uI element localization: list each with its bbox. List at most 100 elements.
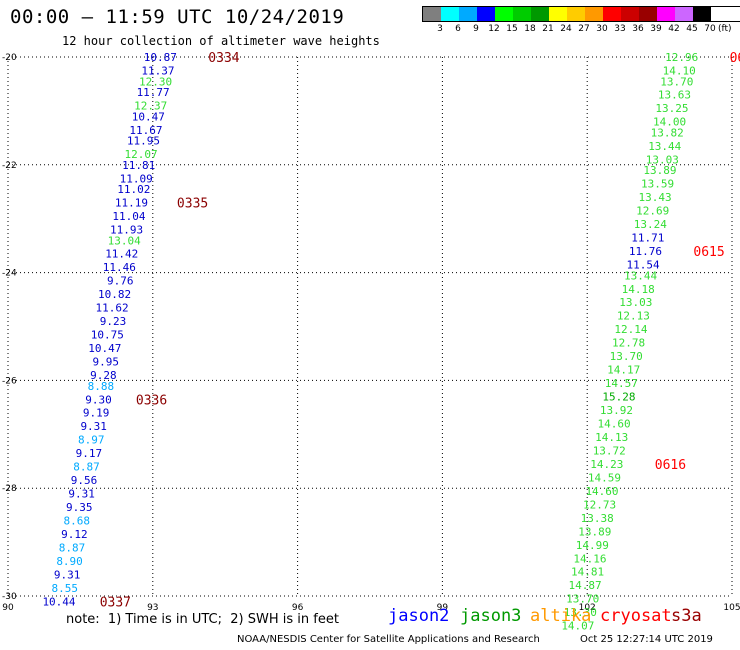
swh-value-label: 13.44 [624,269,657,282]
y-tick-label: -22 [2,161,17,171]
swh-value-label: 9.95 [93,356,120,369]
swh-value-label: 9.56 [71,474,98,487]
swh-value-label: 11.04 [112,210,145,223]
swh-value-label: 9.12 [61,528,88,541]
swh-value-label: 15.28 [602,391,635,404]
time-mark-label: 0616 [655,458,686,473]
swh-value-label: 14.10 [663,64,696,77]
swh-value-label: 14.99 [576,539,609,552]
x-tick-label: 96 [292,603,304,613]
swh-value-label: 9.35 [66,501,93,514]
swh-value-label: 11.42 [105,248,138,261]
swh-value-label: 11.95 [127,135,160,148]
swh-value-label: 14.57 [605,377,638,390]
credit-line: NOAA/NESDIS Center for Satellite Applica… [237,634,540,645]
color-scale-label: 24 [560,24,572,34]
swh-value-label: 12.14 [614,323,647,336]
color-scale-label: 21 [542,24,554,34]
swh-value-label: 10.75 [91,329,124,342]
x-tick-label: 105 [723,603,740,613]
color-scale-label: 39 [650,24,662,34]
x-tick-label: 99 [437,603,449,613]
swh-value-label: 10.47 [88,342,121,355]
swh-value-label: 12.37 [134,100,167,113]
swh-value-label: 9.28 [90,369,117,382]
color-swatch [477,7,495,21]
legend-item-jason3: jason3 [460,606,522,626]
swh-value-label: 13.38 [581,512,614,525]
swh-value-label: 9.19 [83,407,110,420]
swh-value-label: 14.00 [653,116,686,129]
swh-value-label: 14.13 [595,431,628,444]
swh-value-label: 9.30 [85,393,112,406]
swh-value-label: 9.76 [107,275,134,288]
swh-value-label: 8.97 [78,434,105,447]
color-scale-label: 33 [614,24,626,34]
color-scale-label: 18 [524,24,536,34]
color-scale-label: 30 [596,24,608,34]
y-tick-label: -20 [2,53,17,63]
swh-value-label: 13.25 [655,102,688,115]
legend-item-cryosat: cryosat [600,606,672,626]
swh-value-label: 11.54 [626,259,659,272]
color-scale-label: 36 [632,24,644,34]
color-swatch [621,7,639,21]
color-swatch [639,7,657,21]
swh-value-label: 14.17 [607,364,640,377]
time-mark-label: 0336 [136,393,167,408]
color-swatch [549,7,567,21]
swh-value-label: 8.90 [56,555,83,568]
swh-value-label: 11.81 [122,159,155,172]
color-swatch [567,7,585,21]
color-swatch [693,7,711,21]
x-tick-label: 93 [147,603,158,613]
swh-value-label: 13.82 [651,126,684,139]
generated-timestamp: Oct 25 12:27:14 UTC 2019 [580,634,713,645]
swh-value-label: 14.60 [585,485,618,498]
color-scale-labels: (ft) 3 6 9 12 15 18 21 24 27 30 33 36 39 42 45 70 [422,22,740,36]
swh-value-label: 13.04 [108,234,141,247]
swh-value-label: 8.88 [88,380,115,393]
color-scale-label: 6 [455,24,461,34]
x-tick-label: 90 [2,603,14,613]
swh-value-label: 13.03 [646,153,679,166]
color-swatch [423,7,441,21]
swh-value-label: 9.23 [100,315,127,328]
color-swatch [585,7,603,21]
swh-value-label: 11.46 [103,261,136,274]
time-mark-label: 0614 [730,51,740,66]
swh-value-label: 13.63 [658,89,691,102]
color-scale-bar: (ft) 3 6 9 12 15 18 21 24 27 30 33 36 39 42 45 70 [422,6,740,36]
color-scale-label: 12 [488,24,500,34]
swh-value-label: 14.07 [561,620,594,633]
swh-value-label: 12.13 [617,310,650,323]
color-swatch [513,7,531,21]
swh-value-label: 14.18 [622,283,655,296]
swh-value-label: 14.60 [598,418,631,431]
time-mark-label: 0335 [177,197,208,212]
swh-value-label: 13.70 [610,350,643,363]
color-scale-label: 27 [578,24,590,34]
color-scale-unit: (ft) [718,24,732,34]
swh-value-label: 12.69 [636,205,669,218]
swh-value-label: 11.37 [141,64,174,77]
y-tick-label: -28 [2,484,17,494]
legend-item-s3a: s3a [671,606,702,626]
swh-value-label: 11.67 [129,124,162,137]
swh-value-label: 11.62 [96,302,129,315]
swh-value-label: 9.17 [76,447,103,460]
swh-value-label: 14.59 [588,471,621,484]
swh-value-label: 13.24 [634,218,667,231]
swh-value-label: 12.07 [125,148,158,161]
swh-value-label: 10.47 [132,110,165,123]
swh-value-label: 13.89 [643,164,676,177]
swh-value-label: 13.59 [641,178,674,191]
footnote: note: 1) Time is in UTC; 2) SWH is in fe… [66,612,339,627]
time-mark-label: 0615 [693,245,724,260]
swh-value-label: 14.87 [569,579,602,592]
color-scale-label: 45 [686,24,698,34]
swh-value-label: 9.31 [68,488,95,501]
swh-value-label: 13.70 [660,75,693,88]
time-mark-label: 0334 [208,51,239,66]
